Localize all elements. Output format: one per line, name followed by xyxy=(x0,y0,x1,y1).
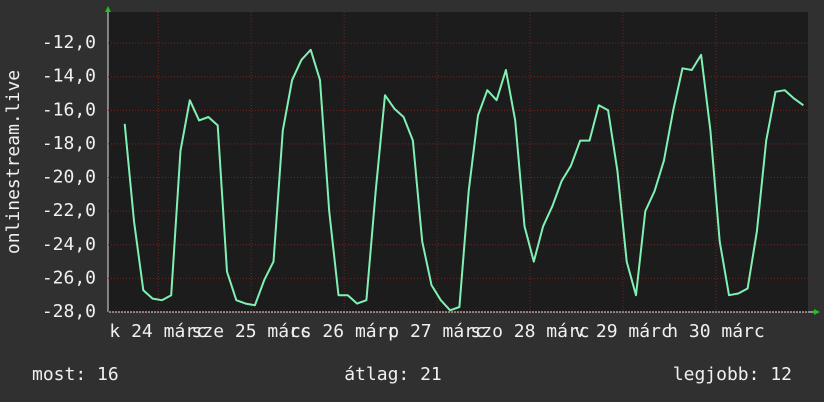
x-tick-label: k 24 márc xyxy=(109,321,207,342)
x-tick-label: v 29 márc xyxy=(574,321,672,342)
y-tick-label: -24,0 xyxy=(42,234,96,255)
y-tick-label: -12,0 xyxy=(42,32,96,53)
y-tick-label: -22,0 xyxy=(42,200,96,221)
y-tick-label: -28,0 xyxy=(42,301,96,322)
stat-current: most: 16 xyxy=(32,364,119,385)
y-tick-label: -26,0 xyxy=(42,267,96,288)
x-tick-label: h 30 márc xyxy=(667,321,765,342)
stat-average: átlag: 21 xyxy=(344,364,442,385)
x-axis-arrow xyxy=(814,309,820,315)
y-axis-arrow xyxy=(105,6,111,12)
y-axis-label: onlinestream.live xyxy=(3,70,24,254)
stat-best: legjobb: 12 xyxy=(673,364,792,385)
x-tick-label: cs 26 márc xyxy=(290,321,398,342)
y-tick-label: -18,0 xyxy=(42,133,96,154)
x-tick-label: szo 28 márc xyxy=(470,321,589,342)
x-tick-label: p 27 márc xyxy=(388,321,486,342)
y-tick-label: -14,0 xyxy=(42,66,96,87)
plot-area xyxy=(108,12,808,312)
y-tick-label: -16,0 xyxy=(42,99,96,120)
x-tick-label: sze 25 márc xyxy=(192,321,311,342)
data-line xyxy=(123,48,804,312)
y-tick-label: -20,0 xyxy=(42,167,96,188)
